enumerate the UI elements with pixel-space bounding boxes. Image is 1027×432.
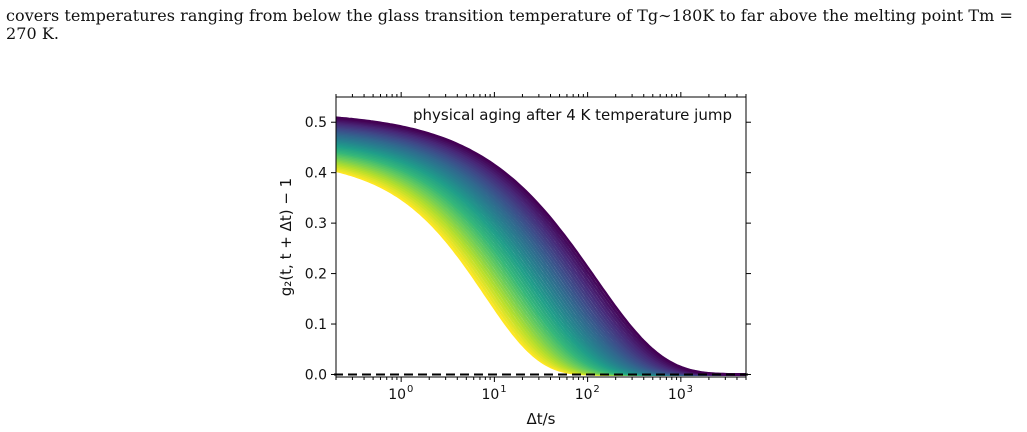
x-tick-exponent: 1 — [500, 384, 506, 395]
x-tick-label: 10 — [575, 387, 593, 403]
x-tick-exponent: 0 — [407, 384, 413, 395]
y-tick-label: 0.1 — [305, 317, 327, 333]
x-tick-label: 10 — [668, 387, 686, 403]
curve-group — [335, 116, 747, 376]
x-tick-exponent: 2 — [593, 384, 599, 395]
y-axis-label: g₂(t, t + Δt) − 1 — [277, 178, 295, 296]
x-tick-label: 10 — [481, 387, 499, 403]
x-tick-label: 10 — [388, 387, 406, 403]
tick-group: 0.00.10.20.30.40.510 0 10 1 10 2 10 3 — [305, 92, 751, 403]
x-tick-exponent: 3 — [687, 384, 693, 395]
plot-annotation: physical aging after 4 K temperature jum… — [413, 106, 732, 124]
y-tick-label: 0.3 — [305, 216, 327, 232]
y-tick-label: 0.4 — [305, 166, 327, 182]
x-axis-label: Δt/s — [526, 410, 555, 428]
paper-text-line-1: covers temperatures ranging from below t… — [6, 6, 1013, 25]
axes-frame — [335, 96, 747, 378]
paper-text-line-2: 270 K. — [6, 24, 59, 43]
y-tick-label: 0.5 — [305, 115, 327, 131]
y-tick-label: 0.2 — [305, 267, 327, 283]
decay-curve — [335, 116, 747, 376]
y-tick-label: 0.0 — [305, 367, 327, 383]
